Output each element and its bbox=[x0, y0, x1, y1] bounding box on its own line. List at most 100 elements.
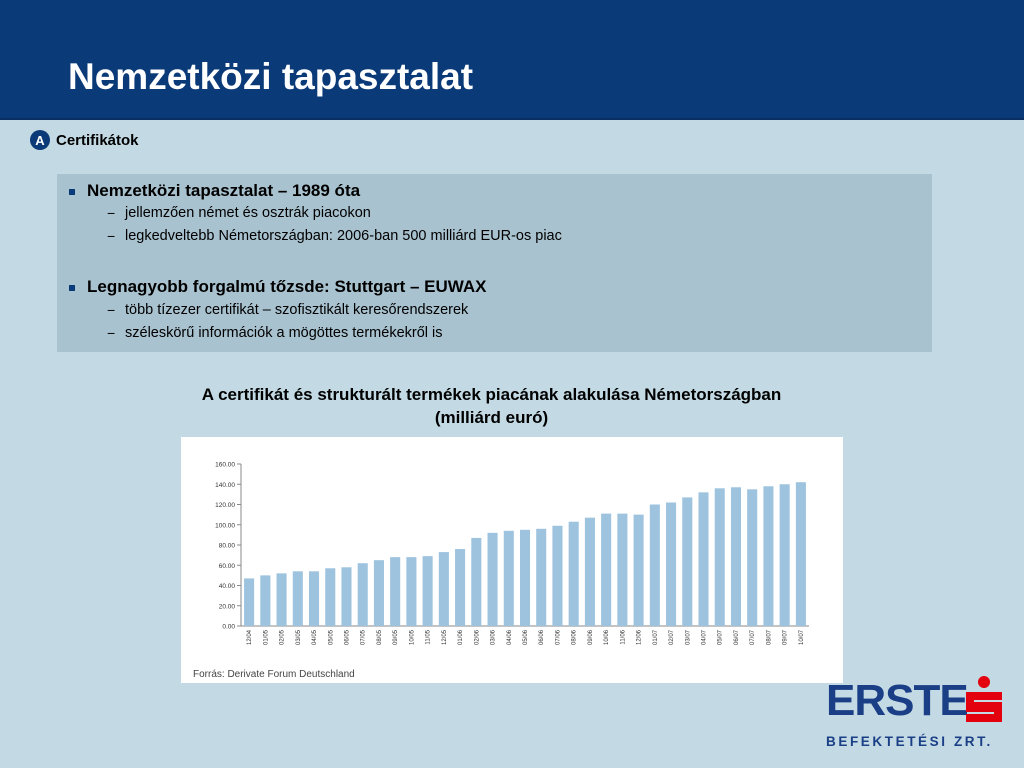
logo-wordmark: ERSTE bbox=[826, 676, 969, 725]
sub-bullet-item: − több tízezer certifikát – szofisztikál… bbox=[107, 302, 468, 318]
x-tick-label: 08/05 bbox=[377, 629, 383, 645]
bar bbox=[584, 517, 595, 626]
x-tick-label: 08/06 bbox=[572, 629, 578, 645]
bullet-square-icon bbox=[69, 284, 75, 291]
x-tick-label: 04/05 bbox=[312, 629, 318, 645]
bar bbox=[552, 525, 563, 626]
x-tick-label: 04/07 bbox=[702, 629, 708, 645]
bar bbox=[244, 578, 255, 626]
bar bbox=[519, 529, 531, 626]
y-tick-label: 100.00 bbox=[215, 522, 235, 529]
bar bbox=[390, 557, 401, 626]
x-tick-label: 11/06 bbox=[620, 629, 626, 644]
y-tick-label: 20.00 bbox=[219, 603, 236, 610]
bar bbox=[471, 537, 482, 626]
x-tick-label: 07/06 bbox=[555, 629, 561, 645]
bar bbox=[455, 549, 466, 626]
y-tick-label: 140.00 bbox=[215, 482, 235, 489]
bar bbox=[341, 567, 352, 626]
section-label: A Certifikátok bbox=[30, 130, 139, 150]
logo-subtitle: BEFEKTETÉSI ZRT. bbox=[826, 734, 993, 749]
sub-bullet-item: − széleskörű információk a mögöttes term… bbox=[107, 325, 443, 341]
section-badge: A bbox=[30, 130, 50, 150]
x-tick-label: 11/05 bbox=[426, 629, 432, 644]
sub-bullet-text: jellemzően német és osztrák piacokon bbox=[125, 205, 371, 221]
bar bbox=[698, 492, 709, 626]
bar bbox=[422, 556, 433, 626]
bar bbox=[601, 513, 612, 626]
x-tick-label: 02/06 bbox=[474, 629, 480, 645]
bullet-text: Nemzetközi tapasztalat – 1989 óta bbox=[87, 181, 361, 200]
dash-icon: − bbox=[107, 205, 116, 221]
y-tick-label: 120.00 bbox=[215, 502, 235, 509]
x-tick-label: 12/04 bbox=[247, 629, 253, 645]
x-tick-label: 01/07 bbox=[653, 629, 659, 645]
chart-heading: A certifikát és strukturált termékek pia… bbox=[0, 383, 983, 429]
erste-logo: ERSTE BEFEKTETÉSI ZRT. bbox=[826, 674, 1016, 754]
bar bbox=[795, 482, 806, 626]
x-tick-label: 01/05 bbox=[263, 629, 269, 645]
x-tick-label: 05/06 bbox=[523, 629, 529, 645]
x-tick-label: 07/07 bbox=[750, 629, 756, 645]
bar bbox=[682, 497, 693, 626]
bar bbox=[438, 552, 449, 626]
bar bbox=[763, 486, 774, 626]
x-tick-label: 09/06 bbox=[588, 629, 594, 645]
x-tick-label: 03/07 bbox=[685, 629, 691, 645]
chart-container: 0.00 20.00 40.00 60.00 80.00 100.00 120.00 140.… bbox=[181, 437, 843, 683]
bar bbox=[649, 504, 660, 626]
bar bbox=[633, 514, 644, 626]
x-tick-label: 02/05 bbox=[280, 629, 286, 645]
bar-chart: 0.00 20.00 40.00 60.00 80.00 100.00 120.00 140.… bbox=[215, 462, 809, 645]
x-tick-label: 09/07 bbox=[783, 629, 789, 645]
bar bbox=[357, 563, 368, 626]
y-tick-label: 40.00 bbox=[219, 583, 236, 590]
bullet-panel: Nemzetközi tapasztalat – 1989 óta − jell… bbox=[57, 174, 932, 352]
bar bbox=[373, 560, 384, 626]
x-tick-label: 07/05 bbox=[361, 629, 367, 645]
bar bbox=[406, 557, 417, 626]
bullet-item: Nemzetközi tapasztalat – 1989 óta bbox=[69, 181, 360, 201]
bullet-square-icon bbox=[69, 188, 75, 195]
x-tick-label: 02/07 bbox=[669, 629, 675, 645]
x-tick-label: 08/07 bbox=[766, 629, 772, 645]
bar bbox=[617, 513, 628, 626]
x-tick-label: 06/06 bbox=[539, 629, 545, 645]
slide-header: Nemzetközi tapasztalat bbox=[0, 0, 1024, 120]
dash-icon: − bbox=[107, 302, 116, 318]
bar bbox=[503, 530, 514, 626]
sub-bullet-text: széleskörű információk a mögöttes termék… bbox=[125, 325, 443, 341]
bar bbox=[536, 528, 547, 626]
slide-title: Nemzetközi tapasztalat bbox=[68, 56, 474, 97]
sub-bullet-text: legkedveltebb Németországban: 2006-ban 5… bbox=[125, 228, 562, 244]
x-tick-label: 04/06 bbox=[507, 629, 513, 645]
bar bbox=[666, 502, 677, 626]
bar bbox=[260, 575, 271, 626]
bar bbox=[730, 487, 742, 626]
x-tick-label: 12/05 bbox=[442, 629, 448, 645]
bar bbox=[325, 568, 336, 626]
sub-bullet-item: − jellemzően német és osztrák piacokon bbox=[107, 205, 371, 221]
x-tick-label: 10/07 bbox=[799, 629, 805, 645]
x-tick-label: 03/05 bbox=[296, 629, 302, 645]
bullet-text: Legnagyobb forgalmú tőzsde: Stuttgart – … bbox=[87, 277, 487, 296]
bar bbox=[714, 488, 725, 626]
bar bbox=[779, 484, 790, 626]
y-tick-label: 160.00 bbox=[215, 462, 235, 469]
chart-heading-line2: (milliárd euró) bbox=[434, 408, 549, 427]
dash-icon: − bbox=[107, 228, 116, 244]
y-tick-label: 0.00 bbox=[222, 624, 235, 631]
x-tick-label: 09/05 bbox=[393, 629, 399, 645]
x-tick-label: 03/06 bbox=[491, 629, 497, 645]
bullet-item: Legnagyobb forgalmú tőzsde: Stuttgart – … bbox=[69, 277, 487, 297]
sub-bullet-item: − legkedveltebb Németországban: 2006-ban… bbox=[107, 228, 562, 244]
x-tick-label: 06/05 bbox=[344, 629, 350, 645]
chart-heading-line1: A certifikát és strukturált termékek pia… bbox=[201, 385, 782, 404]
x-tick-label: 05/05 bbox=[328, 629, 334, 645]
bar bbox=[747, 489, 758, 626]
x-tick-label: 12/06 bbox=[637, 629, 643, 645]
bar bbox=[276, 573, 287, 626]
dash-icon: − bbox=[107, 325, 116, 341]
erste-s-logo-icon bbox=[966, 676, 1002, 722]
y-tick-label: 80.00 bbox=[219, 543, 236, 550]
